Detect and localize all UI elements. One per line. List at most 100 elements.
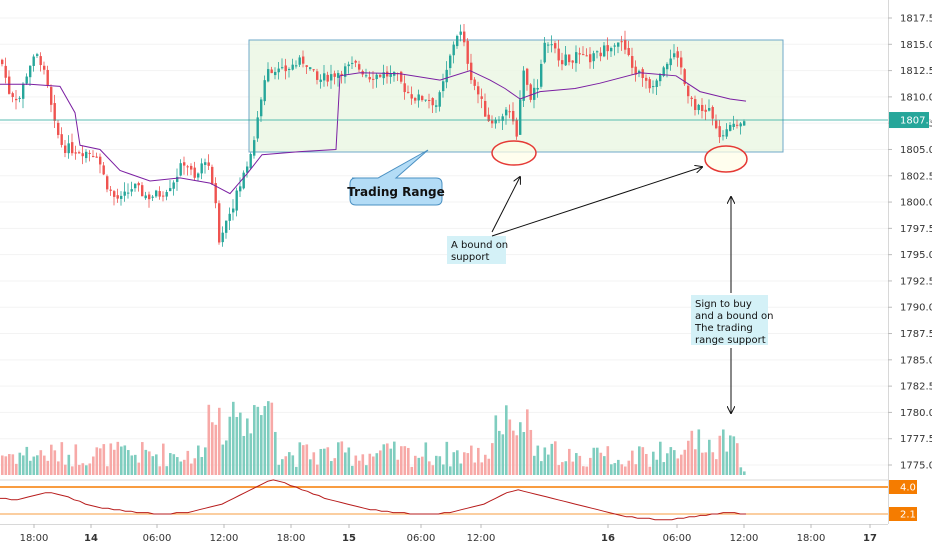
volume-bar (295, 466, 298, 475)
oscillator-level-label-bg (889, 507, 917, 521)
candle-body (617, 42, 620, 47)
candle-body (78, 152, 81, 154)
candle-body (473, 79, 476, 86)
volume-bar (561, 462, 564, 475)
candle-body (50, 86, 53, 105)
volume-bar (400, 446, 403, 475)
volume-bar (11, 454, 15, 475)
candle-body (354, 60, 357, 63)
volume-bar (74, 444, 78, 475)
volume-bar (109, 443, 113, 475)
candle-body (589, 54, 592, 63)
candle-body (662, 67, 665, 77)
volume-bar (239, 412, 242, 475)
volume-bar (169, 453, 172, 475)
volume-bar (330, 461, 333, 475)
candle-body (603, 45, 606, 57)
volume-bar (71, 466, 74, 475)
volume-bar (508, 419, 512, 475)
candle-body (606, 45, 609, 52)
candle-body (270, 69, 273, 74)
price-tick-label: 1815.0 (900, 40, 932, 51)
volume-bar (554, 441, 557, 475)
candle-body (477, 86, 480, 95)
candle-body (123, 191, 126, 196)
volume-bar (571, 461, 575, 475)
candle-body (410, 94, 413, 99)
candle-body (281, 67, 284, 69)
candle-body (144, 195, 147, 199)
volume-bar (452, 452, 456, 475)
volume-bar (50, 444, 53, 475)
candle-body (323, 73, 326, 81)
volume-bar (43, 455, 46, 475)
volume-bar (638, 446, 641, 475)
candle-body (508, 111, 511, 113)
candle-body (522, 70, 525, 101)
candle-body (438, 92, 441, 107)
candle-body (431, 98, 434, 106)
volume-bar (137, 462, 141, 475)
candle-body (743, 121, 746, 126)
candle-body (67, 143, 70, 154)
volume-bar (386, 443, 389, 475)
volume-bar (253, 405, 256, 475)
candle-body (557, 48, 560, 61)
volume-bar (613, 463, 617, 475)
price-tick-label: 1800.0 (900, 198, 932, 209)
candle-body (207, 162, 210, 166)
volume-bar (522, 432, 526, 475)
volume-bar (267, 401, 270, 475)
candle-body (302, 56, 305, 64)
volume-bar (470, 445, 473, 475)
volume-bar (102, 444, 106, 475)
oscillator-level-label: 2.1 (900, 510, 916, 521)
candle-body (389, 73, 392, 77)
volume-bar (200, 457, 204, 475)
candle-body (172, 182, 175, 189)
volume-bar (368, 453, 372, 475)
candle-body (463, 31, 466, 43)
candle-body (8, 76, 11, 94)
volume-bar (533, 455, 536, 475)
volume-bar (659, 441, 662, 475)
note-support-box (447, 236, 506, 264)
candle-body (71, 142, 74, 154)
volume-bar (249, 433, 253, 475)
time-axis[interactable]: 18:00 14 06:00 12:00 18:00 15 06:00 12:00 16 06:0… (20, 524, 877, 544)
candle-body (701, 104, 704, 112)
time-tick-label: 06:00 (407, 533, 436, 544)
volume-bar (463, 452, 466, 475)
volume-bar (557, 465, 561, 475)
volume-bar (186, 450, 190, 475)
candle-body (449, 55, 452, 69)
volume-bar (29, 460, 32, 475)
volume-bar (358, 460, 361, 475)
candle-body (445, 69, 448, 83)
volume-bar (319, 448, 323, 475)
candle-body (428, 100, 431, 102)
candle-body (134, 183, 137, 189)
candle-body (92, 155, 95, 157)
volume-bar (165, 466, 169, 475)
candle-body (106, 176, 109, 190)
price-axis[interactable]: 1817.51815.01812.51810.01807.51805.01802… (888, 14, 932, 472)
volume-bar (92, 456, 95, 475)
volume-bar (708, 439, 711, 475)
volume-bar (582, 466, 585, 475)
candle-body (11, 93, 14, 97)
volume-bar (634, 464, 638, 475)
candle-body (676, 51, 679, 58)
volume-bar (389, 448, 393, 475)
volume-bar (459, 463, 463, 475)
candle-body (645, 77, 648, 81)
price-tick-label: 1812.5 (900, 66, 932, 77)
candle-body (15, 98, 18, 101)
candle-body (333, 73, 336, 77)
volume-bar (393, 441, 396, 475)
candle-body (298, 57, 301, 65)
volume-bar (512, 430, 515, 475)
volume-bar (666, 453, 669, 475)
volume-bar (697, 429, 701, 475)
